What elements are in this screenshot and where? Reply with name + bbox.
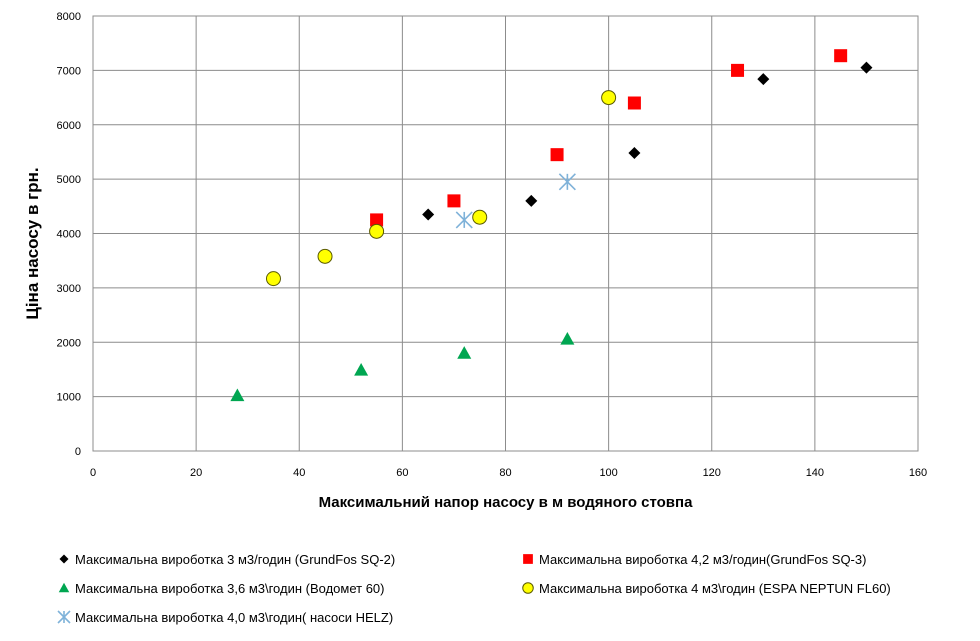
series-4 (455, 173, 576, 229)
plot-area-border (92, 15, 919, 452)
x-tick-label: 0 (90, 467, 96, 479)
legend-item: Максимальна вироботка 4,0 м3\годин( насо… (57, 610, 393, 625)
y-tick-label: 1000 (57, 392, 81, 404)
series-3 (265, 90, 617, 287)
x-tick-label: 80 (499, 467, 511, 479)
legend-label: Максимальна вироботка 4 м3\годин (ESPA N… (539, 581, 891, 596)
x-axis-title: Максимальний напор насосу в м водяного с… (319, 494, 694, 511)
data-point (369, 223, 385, 239)
data-point (627, 96, 641, 110)
y-tick-label: 3000 (57, 283, 81, 295)
legend-marker (522, 582, 534, 594)
data-point (628, 147, 641, 160)
x-tick-label: 140 (806, 467, 824, 479)
data-point (447, 194, 461, 208)
data-point (370, 213, 384, 227)
axis-ticks: 0 20 40 60 80 100 120 140 160 0 1000 2000 3000 4000 50… (57, 11, 928, 479)
data-point (560, 331, 575, 345)
data-point (525, 194, 538, 207)
grid (92, 15, 919, 452)
data-point (457, 346, 472, 359)
y-tick-label: 6000 (57, 120, 81, 132)
data-point (558, 173, 576, 191)
legend-marker (58, 582, 70, 593)
legend-item: Максимальна вироботка 4 м3\годин (ESPA N… (522, 581, 891, 596)
data-point (265, 271, 281, 287)
data-point (317, 248, 333, 264)
data-point (550, 148, 564, 162)
data-point (455, 211, 473, 229)
data-point (354, 362, 369, 376)
y-tick-label: 4000 (57, 229, 81, 241)
legend-label: Максимальна вироботка 4,0 м3\годин( насо… (75, 610, 393, 625)
data-point (834, 49, 848, 63)
data-point (230, 388, 245, 402)
y-tick-label: 0 (75, 446, 81, 458)
y-tick-label: 7000 (57, 65, 81, 77)
y-tick-label: 8000 (57, 11, 81, 23)
x-tick-label: 160 (909, 467, 927, 479)
x-tick-label: 40 (293, 467, 305, 479)
legend-item: Максимальна вироботка 4,2 м3/годин(Grund… (523, 552, 866, 567)
series-1 (370, 49, 848, 227)
data-point (601, 90, 617, 106)
legend-marker (59, 554, 69, 564)
legend-item: Максимальна вироботка 3 м3/годин (GrundF… (59, 552, 395, 567)
data-points (230, 49, 873, 402)
x-tick-label: 120 (703, 467, 721, 479)
y-axis-title: Ціна насосу в грн. (23, 167, 42, 319)
legend-marker (57, 610, 71, 624)
legend-label: Максимальна вироботка 3 м3/годин (GrundF… (75, 552, 395, 567)
data-point (472, 209, 488, 225)
legend-label: Максимальна вироботка 4,2 м3/годин(Grund… (539, 552, 866, 567)
series-0 (422, 61, 873, 221)
legend-item: Максимальна вироботка 3,6 м3\годин (Водо… (58, 581, 385, 596)
data-point (860, 61, 873, 74)
data-point (422, 208, 435, 221)
legend: Максимальна вироботка 3 м3/годин (GrundF… (57, 552, 891, 625)
data-point (757, 73, 770, 86)
x-tick-label: 60 (396, 467, 408, 479)
y-tick-label: 5000 (57, 174, 81, 186)
series-2 (230, 331, 575, 402)
legend-label: Максимальна вироботка 3,6 м3\годин (Водо… (75, 581, 385, 596)
legend-marker (523, 554, 533, 564)
data-point (731, 63, 745, 77)
x-tick-label: 100 (599, 467, 617, 479)
y-tick-label: 2000 (57, 337, 81, 349)
x-tick-label: 20 (190, 467, 202, 479)
